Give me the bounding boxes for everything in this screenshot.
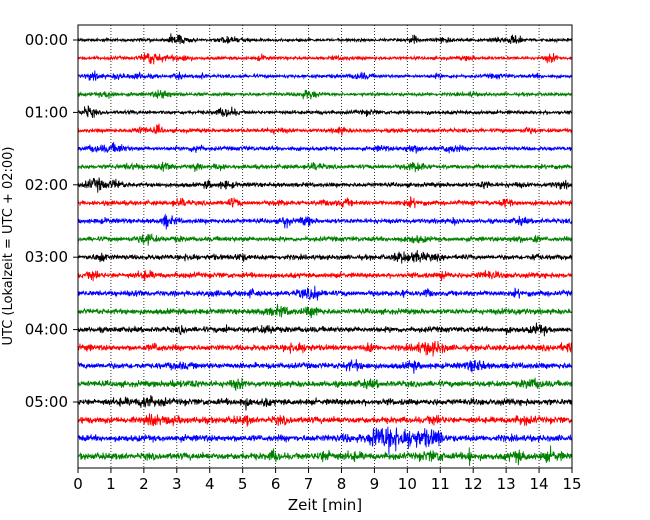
x-tick-label: 10 (398, 475, 417, 493)
trace-row-11 (77, 233, 573, 246)
trace-row-16 (77, 322, 573, 337)
y-tick-label: 00:00 (25, 31, 68, 49)
grid (110, 25, 540, 468)
x-tick-label: 1 (106, 475, 116, 493)
x-tick-label: 6 (271, 475, 281, 493)
trace-row-23 (77, 445, 573, 467)
trace-row-20 (77, 395, 573, 411)
plot-area-background (78, 25, 572, 468)
x-axis-label: Zeit [min] (288, 496, 362, 514)
x-tick-label: 13 (497, 475, 516, 493)
trace-row-1 (77, 52, 573, 65)
traces (77, 33, 573, 467)
x-tick-label: 9 (370, 475, 380, 493)
x-tick-label: 0 (73, 475, 83, 493)
trace-row-8 (77, 177, 573, 193)
y-tick-label: 03:00 (25, 248, 68, 266)
x-tick-label: 12 (464, 475, 483, 493)
trace-row-22 (77, 426, 573, 455)
plot-frame (77, 24, 573, 469)
x-tick-label: 2 (139, 475, 149, 493)
x-tick-label: 4 (205, 475, 215, 493)
x-tick-label: 11 (431, 475, 450, 493)
trace-row-7 (77, 161, 573, 173)
trace-row-9 (77, 195, 573, 209)
trace-row-19 (77, 377, 573, 392)
trace-row-13 (77, 269, 573, 282)
y-axis-ticks: 00:00 01:00 02:00 03:00 04:00 05:00 (25, 31, 78, 411)
trace-row-15 (77, 304, 573, 319)
trace-row-18 (77, 359, 573, 374)
trace-row-4 (77, 105, 573, 118)
trace-row-14 (77, 285, 573, 301)
x-tick-label: 15 (562, 475, 581, 493)
trace-row-17 (77, 340, 573, 357)
trace-row-2 (77, 70, 573, 81)
trace-row-5 (77, 123, 573, 136)
x-axis-ticks: 0 1 2 3 4 5 6 7 8 9 10 11 12 13 14 15 (73, 468, 582, 493)
y-tick-label: 02:00 (25, 176, 68, 194)
y-tick-label: 01:00 (25, 103, 68, 121)
x-tick-label: 8 (337, 475, 347, 493)
x-tick-label: 5 (238, 475, 248, 493)
x-tick-label: 14 (530, 475, 549, 493)
trace-row-21 (77, 413, 573, 427)
x-tick-label: 3 (172, 475, 182, 493)
x-tick-label: 7 (304, 475, 314, 493)
y-axis-label: UTC (Lokalzeit = UTC + 02:00) (1, 147, 16, 346)
trace-row-10 (77, 213, 573, 230)
y-tick-label: 04:00 (25, 321, 68, 339)
trace-row-6 (77, 142, 573, 154)
trace-row-3 (77, 89, 573, 100)
y-tick-label: 05:00 (25, 393, 68, 411)
trace-row-12 (77, 250, 573, 264)
trace-row-0 (77, 33, 573, 45)
